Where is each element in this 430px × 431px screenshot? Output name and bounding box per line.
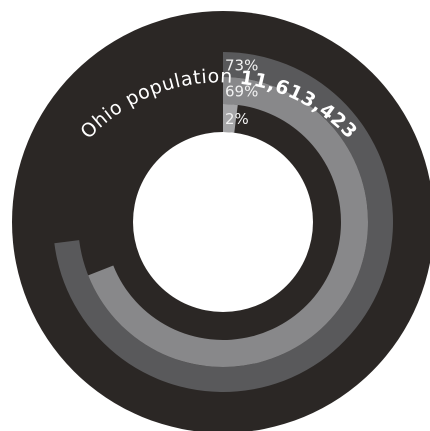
ring-label-1: 73% (225, 57, 258, 75)
ring-labels: 73% 69% 2% (225, 57, 258, 129)
ring-series (54, 52, 393, 392)
center-hole (133, 132, 313, 312)
ring-arc-3 (223, 104, 238, 133)
ring-label-2: 69% (225, 83, 258, 101)
ring-label-3: 2% (225, 110, 249, 128)
